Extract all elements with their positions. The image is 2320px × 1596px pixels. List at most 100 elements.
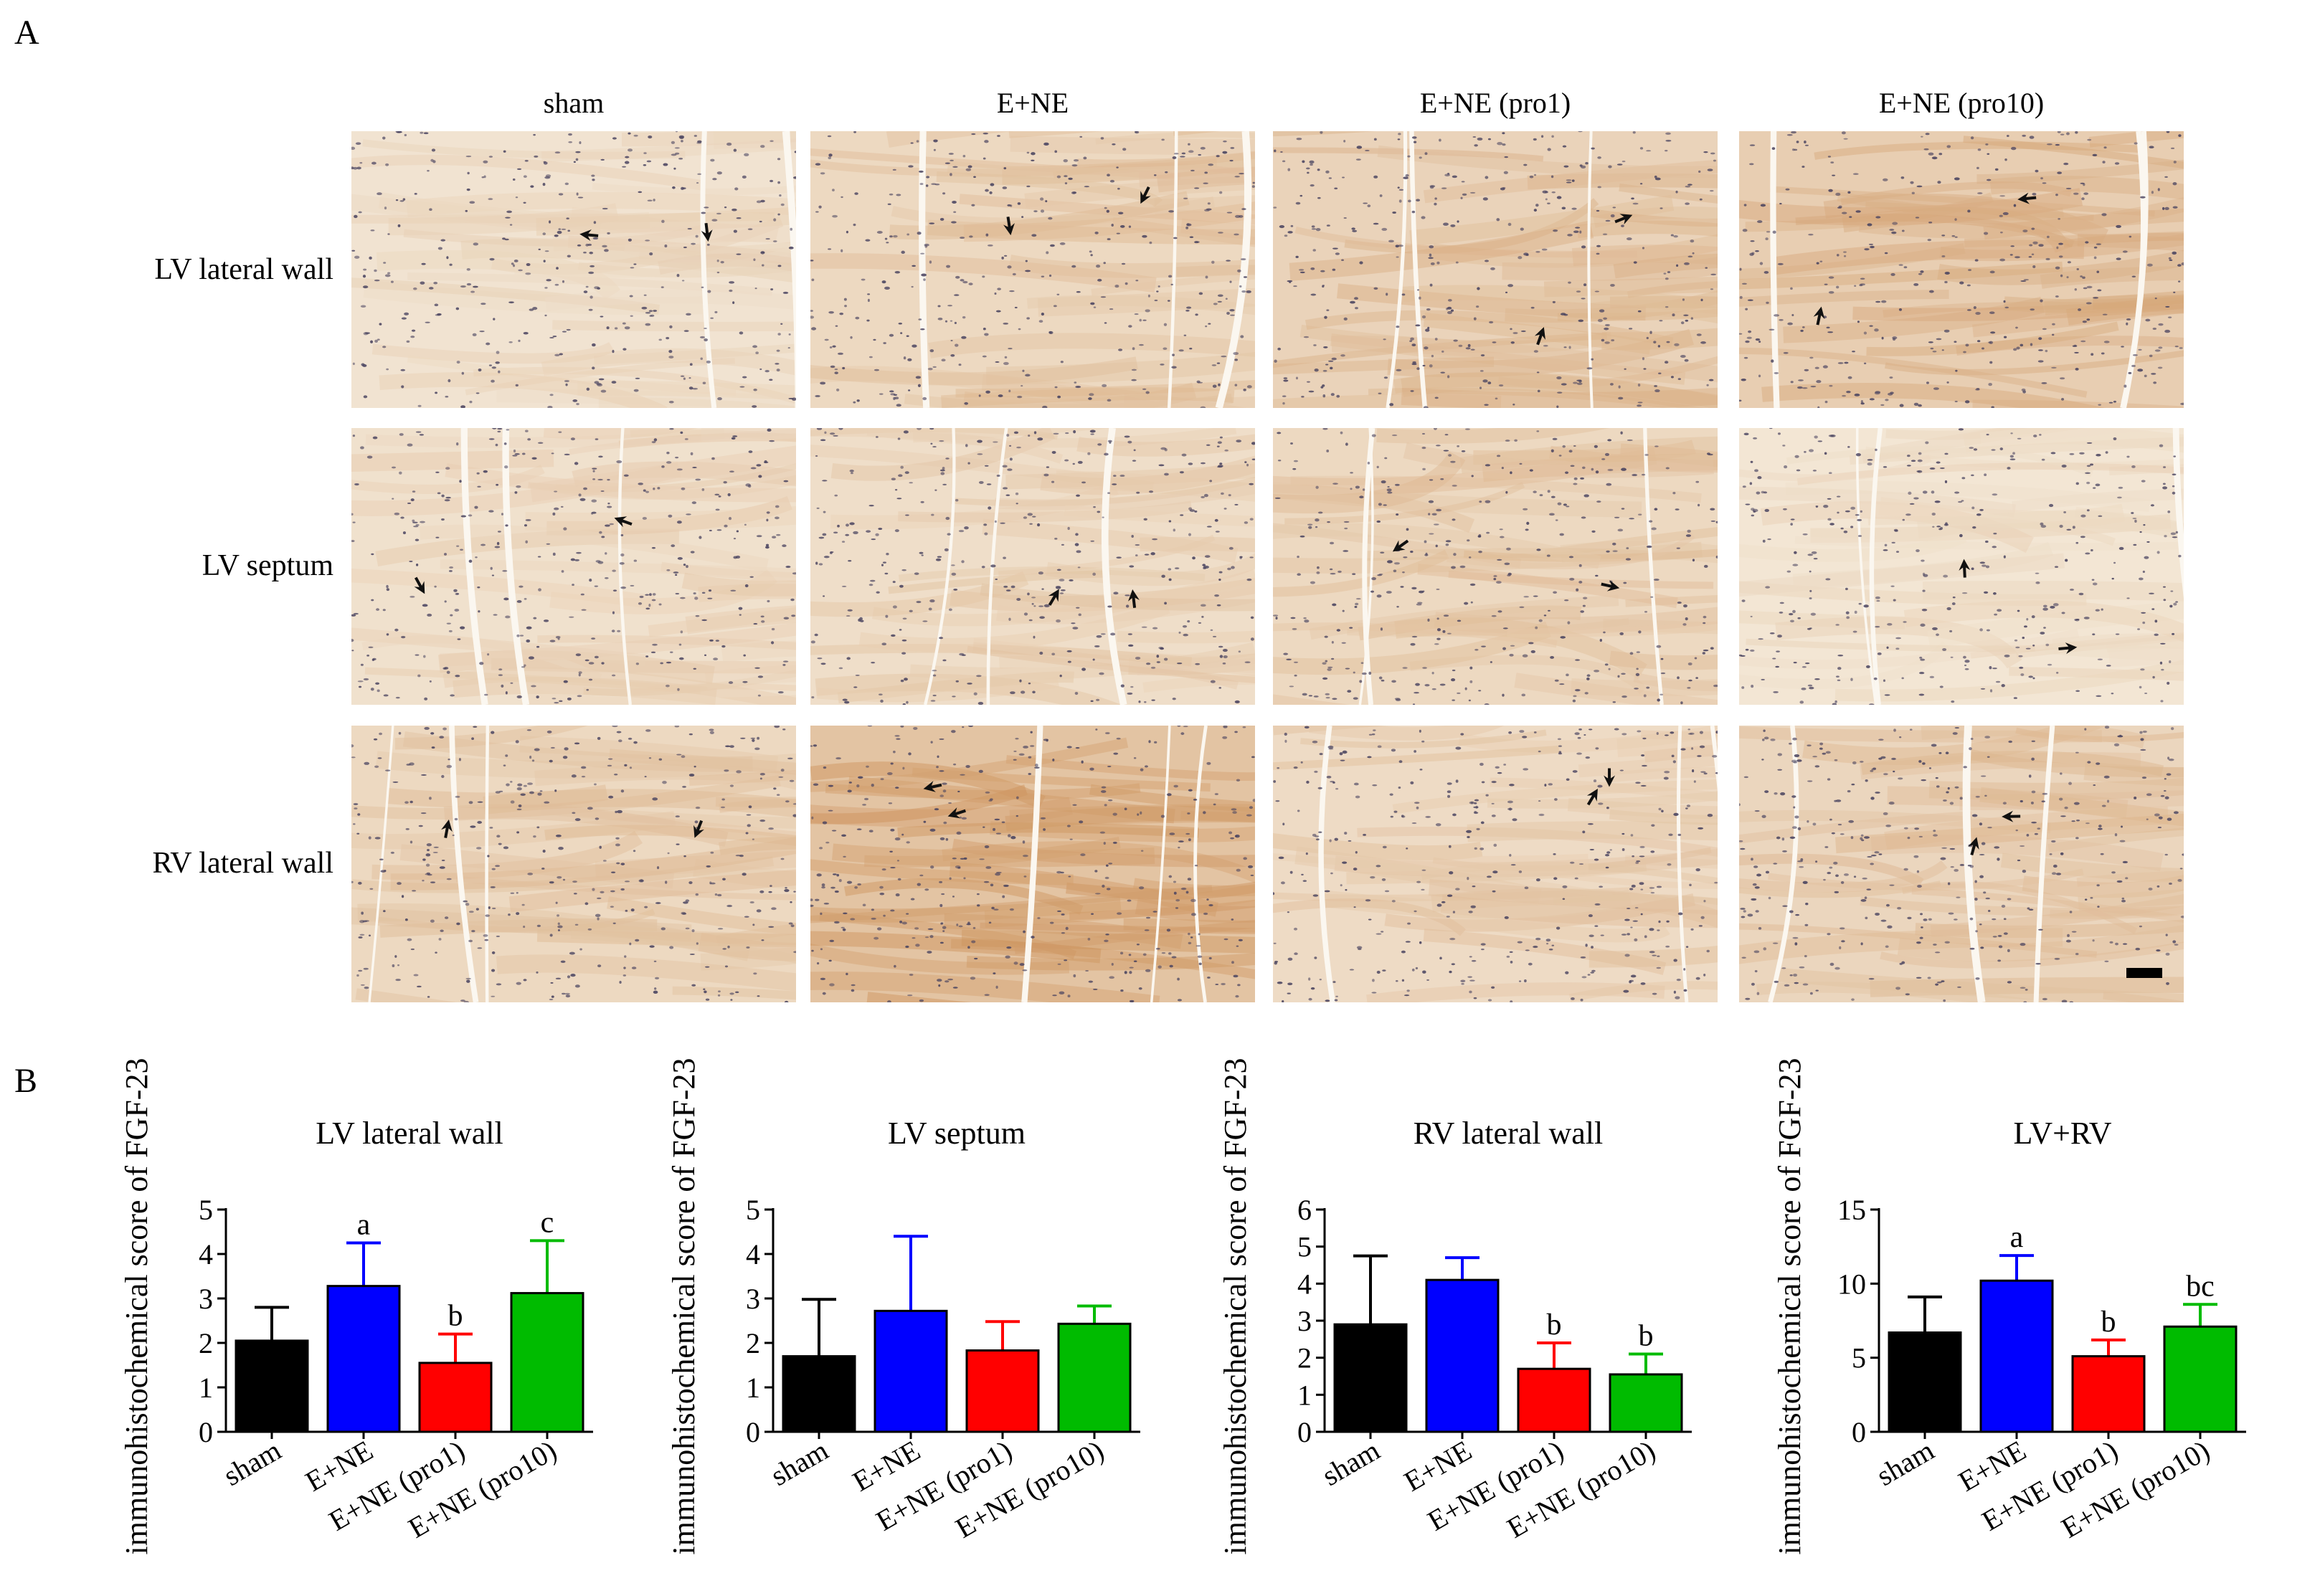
x-tick-label: sham — [1317, 1434, 1386, 1492]
y-tick-label: 5 — [746, 1194, 760, 1226]
y-tick-label: 2 — [746, 1327, 760, 1359]
bar — [873, 1309, 948, 1433]
column-label-e-ne: E+NE — [996, 87, 1069, 119]
micrograph-1-2 — [1273, 428, 1718, 705]
micrograph-2-2 — [1273, 726, 1718, 1002]
significance-label: a — [2010, 1221, 2024, 1254]
y-tick-label: 3 — [746, 1283, 760, 1315]
bar-charts: LV lateral wall immunohistochemical score… — [119, 1058, 2246, 1554]
y-tick-label: 6 — [1297, 1194, 1312, 1226]
micrograph-1-3 — [1739, 428, 2184, 705]
arrow-marker-icon — [1604, 768, 1616, 787]
arrow-marker-icon — [1959, 559, 1971, 578]
x-tick-label: sham — [765, 1434, 834, 1492]
y-axis-label: immunohistochemical score of FGF-23 — [1218, 1058, 1253, 1555]
arrow-marker-icon — [614, 516, 633, 528]
arrow-marker-icon — [441, 820, 453, 838]
arrow-marker-icon — [1813, 306, 1825, 326]
bar — [782, 1355, 856, 1433]
significance-label: c — [541, 1206, 554, 1239]
y-tick-label: 2 — [1297, 1342, 1312, 1374]
y-tick-label: 10 — [1837, 1268, 1866, 1300]
significance-label: a — [357, 1209, 371, 1242]
arrow-marker-icon — [1601, 579, 1620, 592]
micrograph-0-3 — [1739, 131, 2184, 408]
bar — [235, 1339, 309, 1433]
significance-label: b — [1547, 1308, 1562, 1341]
column-label-sham: sham — [543, 87, 605, 119]
significance-label: b — [448, 1300, 463, 1333]
arrow-marker-icon — [701, 222, 713, 242]
significance-label: b — [2101, 1306, 2116, 1339]
y-tick-label: 0 — [199, 1416, 213, 1448]
bar — [1979, 1279, 2054, 1433]
micrograph-2-0 — [351, 726, 796, 1002]
arrow-marker-icon — [1614, 214, 1633, 225]
y-tick-label: 0 — [746, 1416, 760, 1448]
scale-bar — [2126, 968, 2162, 978]
bar — [418, 1362, 493, 1433]
y-tick-label: 5 — [1297, 1231, 1312, 1263]
arrow-marker-icon — [1968, 837, 1979, 856]
bar — [965, 1349, 1040, 1433]
y-axis-label: immunohistochemical score of FGF-23 — [119, 1058, 154, 1555]
bar — [1333, 1323, 1408, 1433]
arrow-marker-icon — [923, 781, 942, 792]
arrow-marker-icon — [1003, 217, 1015, 236]
row-label-lv-septum: LV septum — [202, 549, 333, 582]
micrograph-0-2 — [1273, 131, 1718, 408]
arrow-marker-icon — [2058, 642, 2078, 655]
bar — [1057, 1322, 1132, 1433]
chart-title: RV lateral wall — [1414, 1116, 1603, 1151]
arrow-marker-icon — [2017, 192, 2037, 204]
arrow-marker-icon — [2002, 810, 2021, 822]
arrow-marker-icon — [1392, 539, 1409, 552]
y-tick-label: 5 — [1852, 1342, 1866, 1374]
significance-label: b — [1639, 1320, 1654, 1353]
column-label-e-ne-pro1: E+NE (pro1) — [1419, 87, 1571, 119]
y-tick-label: 1 — [1297, 1379, 1312, 1411]
arrow-marker-icon — [1586, 789, 1598, 806]
arrow-marker-icon — [693, 820, 704, 838]
chart-title: LV septum — [888, 1116, 1026, 1151]
arrow-marker-icon — [1048, 589, 1059, 606]
arrow-marker-icon — [1128, 589, 1140, 609]
bar — [1425, 1278, 1500, 1433]
bar — [1888, 1331, 1962, 1433]
bar — [510, 1292, 584, 1433]
y-tick-label: 5 — [199, 1194, 213, 1226]
y-axis-label: immunohistochemical score of FGF-23 — [666, 1058, 701, 1555]
arrow-marker-icon — [414, 576, 425, 594]
column-label-e-ne-pro10: E+NE (pro10) — [1878, 87, 2045, 119]
y-tick-label: 15 — [1837, 1194, 1866, 1226]
bar — [2163, 1325, 2238, 1433]
panel-b-label: B — [14, 1062, 38, 1100]
bar — [2071, 1355, 2146, 1433]
arrow-marker-icon — [1140, 186, 1151, 204]
y-tick-label: 3 — [1297, 1305, 1312, 1337]
micrograph-2-1 — [810, 726, 1255, 1002]
bar — [1517, 1367, 1591, 1433]
y-tick-label: 2 — [199, 1327, 213, 1359]
micrograph-1-1 — [810, 428, 1255, 705]
y-tick-label: 4 — [746, 1238, 760, 1270]
micrograph-1-0 — [351, 428, 796, 705]
y-tick-label: 1 — [746, 1372, 760, 1404]
arrow-marker-icon — [579, 229, 599, 241]
x-tick-label: sham — [218, 1434, 287, 1492]
arrow-marker-icon — [947, 807, 966, 819]
bar — [1609, 1373, 1683, 1433]
y-tick-label: 4 — [1297, 1268, 1312, 1300]
y-axis-label: immunohistochemical score of FGF-23 — [1772, 1058, 1807, 1555]
arrow-marker-icon — [1534, 327, 1545, 346]
y-tick-label: 3 — [199, 1283, 213, 1315]
y-tick-label: 0 — [1297, 1416, 1312, 1448]
x-tick-label: sham — [1871, 1434, 1940, 1492]
row-label-lv-lateral-wall: LV lateral wall — [154, 253, 333, 286]
chart-title: LV+RV — [2013, 1116, 2111, 1151]
micrograph-2-3 — [1739, 726, 2184, 1002]
y-tick-label: 4 — [199, 1238, 213, 1270]
panel-a-label: A — [14, 14, 39, 52]
significance-label: bc — [2186, 1270, 2215, 1303]
row-label-rv-lateral-wall: RV lateral wall — [152, 847, 333, 880]
